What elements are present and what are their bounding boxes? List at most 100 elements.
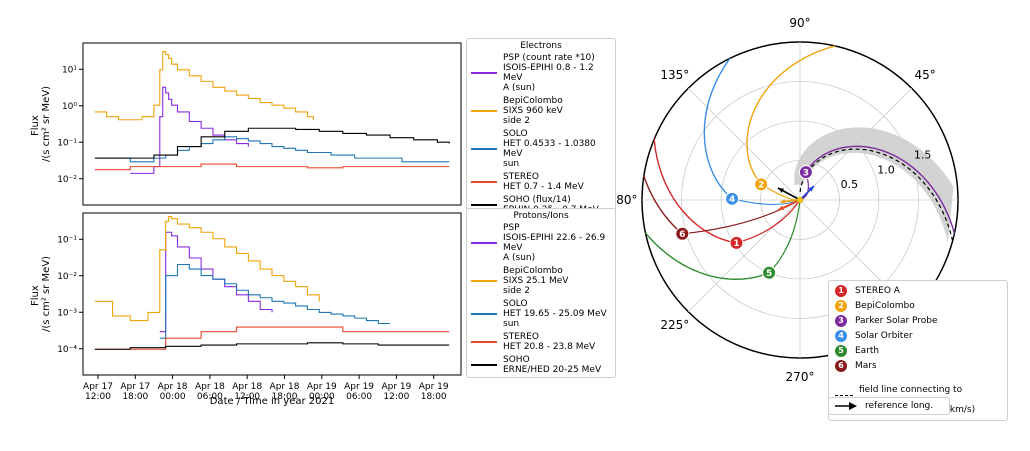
legend-label-line: BepiColombo <box>503 266 563 276</box>
protons-ylabel-line2: /(s cm² sr MeV) <box>41 256 52 332</box>
polar-legend-label: Earth <box>855 346 880 356</box>
x-tick-label-date: Apr 17 <box>120 382 150 392</box>
x-tick-label-time: 12:00 <box>383 392 409 402</box>
angular-grid-line <box>687 199 801 313</box>
polar-legend-entry: 5 Earth <box>829 344 1007 359</box>
arrow-psp-head <box>808 186 814 192</box>
inner-line-5 <box>768 199 801 274</box>
legend-entry-psp: PSP ISOIS-EPIHI 22.6 - 26.9 MeV A (sun) <box>467 222 615 265</box>
legend-swatch <box>471 110 497 112</box>
x-tick-label-time: 06:00 <box>197 392 223 402</box>
legend-swatch <box>471 181 497 183</box>
legend-label-line: PSP (count rate *10) <box>503 53 595 63</box>
y-tick-label: 10⁻² <box>57 175 77 185</box>
body-marker-label: 2 <box>758 181 764 191</box>
series-line-bepi <box>94 50 314 121</box>
polar-legend-entry: 1 STEREO A <box>829 284 1007 299</box>
legend-entry-psp: PSP (count rate *10) ISOIS-EPIHI 0.8 - 1.… <box>467 52 615 95</box>
legend-label-line: ERNE/HED 20-25 MeV <box>503 365 602 375</box>
legend-entry-solo: SOLO HET 0.4533 - 1.0380 MeV sun <box>467 128 615 171</box>
legend-label: SOLO HET 19.65 - 25.09 MeV sun <box>503 299 607 329</box>
polar-legend-label: STEREO A <box>855 286 900 296</box>
legend-label-line: side 2 <box>503 116 531 126</box>
arrow-stereo-head <box>778 205 784 210</box>
field-line-1 <box>653 139 737 244</box>
body-marker-label: 1 <box>733 239 739 249</box>
x-tick-label-date: Apr 18 <box>232 382 262 392</box>
arrow-legend-label: reference long. <box>865 401 934 411</box>
reference-dashed-line <box>799 148 954 242</box>
legend-label-line: ISOIS-EPIHI 22.6 - 26.9 MeV <box>503 233 606 253</box>
field-line-5 <box>644 232 770 280</box>
legend-label: PSP (count rate *10) ISOIS-EPIHI 0.8 - 1.… <box>503 53 611 93</box>
legend-label-line: STEREO <box>503 172 539 182</box>
polar-legend-marker: 6 <box>835 360 847 372</box>
protons-legend-title: Protons/Ions <box>513 211 569 221</box>
legend-label: STEREO HET 20.8 - 23.8 MeV <box>503 332 595 352</box>
body-marker-6 <box>675 226 690 241</box>
inner-line-1 <box>736 199 801 244</box>
polar-legend-marker: 5 <box>835 345 847 357</box>
protons-series <box>94 216 450 350</box>
body-marker-2 <box>754 177 769 192</box>
series-line-stereo <box>94 326 450 350</box>
radius-label: 1.5 <box>914 149 932 162</box>
x-tick-label-date: Apr 18 <box>158 382 188 392</box>
electrons-ylabel-line2: /(s cm² sr MeV) <box>41 86 52 162</box>
legend-label-line: SOLO <box>503 129 528 139</box>
legend-entry-stereo: STEREO HET 0.7 - 1.4 MeV <box>467 171 615 194</box>
protons-ylabel-line1: Flux <box>30 285 41 306</box>
connection-band <box>794 127 954 244</box>
y-tick-label: 10⁻¹ <box>57 138 77 148</box>
electrons-ylabel: Flux /(s cm² sr MeV) <box>30 86 52 162</box>
protons-legend: Protons/Ions PSP ISOIS-EPIHI 22.6 - 26.9 … <box>466 208 616 378</box>
legend-label: PSP ISOIS-EPIHI 22.6 - 26.9 MeV A (sun) <box>503 223 611 263</box>
electrons-panel: 10¹ 10⁰ 10⁻¹ 10⁻² Flux /(s cm² sr MeV) <box>30 42 462 206</box>
angle-label: 90° <box>789 16 810 30</box>
legend-swatch <box>471 242 497 244</box>
legend-entry-solo: SOLO HET 19.65 - 25.09 MeV sun <box>467 298 615 331</box>
electrons-series <box>94 50 450 174</box>
polar-legend-rows: 1 STEREO A 2 BepiColombo 3 Parker Solar Probe… <box>829 284 1007 374</box>
legend-swatch <box>471 204 497 206</box>
x-tick-label-date: Apr 18 <box>195 382 225 392</box>
legend-label: STEREO HET 0.7 - 1.4 MeV <box>503 172 584 192</box>
body-marker-label: 3 <box>803 168 809 178</box>
polar-legend-label: Solar Orbiter <box>855 331 913 341</box>
polar-legend-marker: 1 <box>835 285 847 297</box>
legend-label-line: sun <box>503 319 520 329</box>
legend-swatch <box>471 280 497 282</box>
legend-entry-bepi: BepiColombo SIXS 25.1 MeV side 2 <box>467 265 615 298</box>
arrow-legend-row: reference long. <box>833 401 945 411</box>
x-tick-label-time: 18:00 <box>272 392 298 402</box>
sun-marker <box>796 196 804 204</box>
protons-y-ticks: 10⁻¹ 10⁻² 10⁻³ 10⁻⁴ <box>57 235 83 355</box>
body-marker-5 <box>762 265 777 280</box>
field-line-2 <box>746 45 836 185</box>
reference-arrow-head <box>778 188 784 193</box>
legend-label-line: HET 20.8 - 23.8 MeV <box>503 342 596 352</box>
polar-legend-entry: 4 Solar Orbiter <box>829 329 1007 344</box>
series-line-stereo <box>94 163 450 171</box>
legend-label-line: ISOIS-EPIHI 0.8 - 1.2 MeV <box>503 63 594 83</box>
legend-label-line: HET 19.65 - 25.09 MeV <box>503 309 607 319</box>
x-tick-label-time: 18:00 <box>421 392 447 402</box>
legend-label-line: sun <box>503 159 520 169</box>
legend-label: SOLO HET 0.4533 - 1.0380 MeV sun <box>503 129 611 169</box>
x-tick-label-date: Apr 17 <box>83 382 113 392</box>
legend-label-line: A (sun) <box>503 253 536 263</box>
body-marker-3 <box>798 165 813 180</box>
polar-plot: 0.51.01.5135°90°45°315°270°225°180°12345… <box>609 16 959 384</box>
angular-grid-line <box>799 87 913 201</box>
field-line-6 <box>643 175 683 235</box>
legend-swatch <box>471 313 497 315</box>
polar-legend-label: Parker Solar Probe <box>855 316 938 326</box>
protons-axes <box>82 212 462 376</box>
legend-label-line: SIXS 960 keV <box>503 106 563 116</box>
x-tick-label-date: Apr 18 <box>270 382 300 392</box>
polar-legend-label: Mars <box>855 361 877 371</box>
body-marker-label: 4 <box>729 195 735 205</box>
polar-legend-entry: 6 Mars <box>829 359 1007 374</box>
